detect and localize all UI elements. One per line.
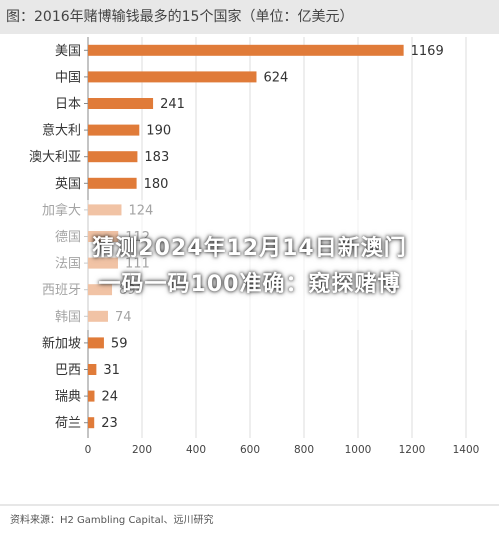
x-tick-label: 200 (132, 444, 152, 456)
x-tick-label: 1200 (399, 444, 426, 456)
category-label: 新加坡 (42, 335, 81, 351)
bar (88, 71, 257, 83)
category-label: 荷兰 (55, 416, 81, 431)
category-label: 英国 (55, 177, 81, 192)
value-label: 59 (111, 336, 128, 351)
bar (88, 337, 104, 349)
x-tick-label: 1400 (453, 444, 480, 456)
value-label: 183 (144, 150, 169, 165)
bar (88, 390, 95, 402)
bar (88, 364, 97, 375)
overlay-headline-line-2: 一码一码100准确：窥探赌博 (98, 272, 401, 297)
value-label: 180 (144, 177, 169, 192)
value-label: 31 (103, 363, 120, 378)
value-label: 624 (263, 70, 288, 85)
value-label: 24 (101, 390, 118, 405)
x-tick-label: 1000 (345, 444, 372, 456)
value-label: 23 (101, 416, 118, 431)
bar (88, 124, 140, 136)
category-label: 中国 (55, 70, 81, 85)
x-tick-label: 600 (240, 444, 260, 456)
bar (88, 151, 138, 163)
chart-title: 图：2016年赌博输钱最多的15个国家（单位：亿美元） (6, 9, 354, 25)
watermark-overlay (0, 200, 499, 330)
x-tick-label: 0 (85, 444, 92, 456)
value-label: 190 (146, 124, 171, 139)
bar (88, 417, 95, 429)
value-label: 241 (160, 97, 185, 112)
category-label: 美国 (55, 44, 81, 59)
overlay-headline-line-1: 猜测2024年12月14日新澳门 (92, 236, 407, 261)
bar (88, 98, 154, 109)
category-label: 意大利 (42, 123, 81, 139)
title-bar: 图：2016年赌博输钱最多的15个国家（单位：亿美元） (0, 0, 499, 34)
bar (88, 44, 404, 56)
category-label: 瑞典 (55, 390, 81, 405)
bar (88, 177, 137, 189)
x-tick-label: 400 (186, 444, 206, 456)
category-label: 日本 (55, 97, 81, 112)
category-label: 巴西 (55, 363, 81, 378)
category-label: 澳大利亚 (29, 149, 81, 165)
x-tick-label: 800 (294, 444, 314, 456)
value-label: 1169 (411, 44, 444, 59)
source-note: 资料来源：H2 Gambling Capital、远川研究 (10, 515, 214, 526)
